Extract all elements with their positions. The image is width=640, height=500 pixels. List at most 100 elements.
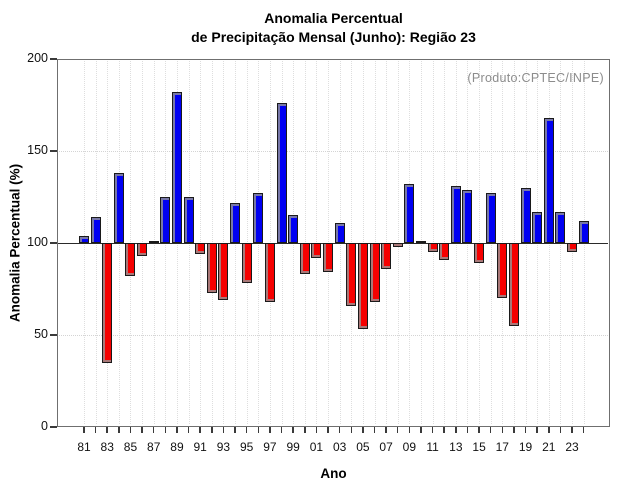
- x-tick: [141, 427, 143, 433]
- bar-82: [90, 217, 101, 243]
- x-tick-label: 05: [356, 440, 370, 454]
- bar-81: [79, 235, 89, 243]
- x-tick: [222, 427, 225, 433]
- y-tick-label: 100: [27, 235, 48, 249]
- x-tick: [501, 427, 504, 433]
- x-tick: [513, 427, 515, 433]
- bar-85: [125, 243, 136, 277]
- x-tick: [420, 427, 422, 433]
- bar-15: [474, 243, 485, 264]
- chart-title-line1: Anomalia Percentual: [264, 10, 403, 26]
- y-tick: [50, 426, 57, 428]
- x-tick-label: 81: [77, 440, 91, 454]
- x-tick-label: 95: [239, 440, 254, 454]
- x-tick: [129, 427, 132, 433]
- bar-17: [497, 243, 508, 299]
- x-tick-label: 19: [518, 440, 533, 454]
- bar-05: [357, 243, 368, 330]
- x-tick: [211, 427, 213, 433]
- bar-03: [334, 222, 345, 243]
- x-tick-label: 93: [216, 440, 231, 454]
- x-tick-label: 15: [472, 440, 486, 454]
- bar-07: [381, 243, 392, 269]
- x-tick: [245, 427, 248, 433]
- y-tick: [50, 334, 57, 336]
- gridline-horizontal: [59, 334, 608, 336]
- x-tick-label: 91: [193, 440, 207, 454]
- bar-84: [113, 173, 124, 243]
- bar-83: [102, 243, 113, 363]
- gridline-horizontal: [59, 150, 608, 152]
- x-tick: [478, 427, 480, 433]
- x-tick: [269, 427, 271, 433]
- x-tick: [292, 427, 294, 433]
- x-axis-label: Ano: [320, 466, 347, 481]
- x-tick-label: 97: [263, 440, 277, 454]
- x-tick: [489, 427, 492, 433]
- x-tick-label: 89: [170, 440, 184, 454]
- bar-01: [311, 243, 322, 258]
- x-tick: [536, 427, 538, 433]
- x-tick-label: 23: [565, 440, 579, 454]
- y-tick-label: 150: [27, 143, 48, 157]
- x-tick-label: 07: [379, 440, 393, 454]
- x-tick: [315, 427, 318, 433]
- x-tick-label: 03: [332, 440, 347, 454]
- bar-13: [450, 185, 461, 243]
- x-tick: [164, 427, 167, 433]
- bar-24: [578, 220, 589, 243]
- x-tick: [257, 427, 260, 433]
- x-tick: [466, 427, 469, 433]
- bar-22: [555, 211, 566, 243]
- bar-89: [171, 92, 182, 243]
- y-tick-label: 200: [27, 51, 48, 65]
- bar-16: [485, 193, 496, 243]
- x-tick: [234, 427, 236, 433]
- x-tick: [455, 427, 457, 433]
- bar-97: [264, 243, 275, 302]
- x-tick: [83, 427, 85, 433]
- bar-94: [230, 202, 241, 243]
- x-tick-label: 85: [123, 440, 138, 454]
- x-tick: [385, 427, 387, 433]
- y-tick: [50, 242, 57, 244]
- x-tick: [304, 427, 306, 433]
- x-tick: [373, 427, 376, 433]
- x-tick: [106, 427, 108, 433]
- bar-87: [148, 241, 159, 244]
- bar-04: [346, 243, 357, 306]
- bar-02: [323, 243, 334, 273]
- x-tick: [118, 427, 120, 433]
- y-tick-label: 0: [41, 419, 48, 433]
- x-tick: [280, 427, 283, 433]
- x-tick: [443, 427, 445, 433]
- source-annotation: (Produto:CPTEC/INPE): [467, 71, 604, 85]
- x-tick: [396, 427, 399, 433]
- y-tick: [50, 150, 57, 152]
- x-tick: [199, 427, 201, 433]
- x-tick-label: 87: [147, 440, 161, 454]
- bar-92: [206, 243, 217, 293]
- x-tick: [548, 427, 550, 433]
- bar-14: [462, 189, 473, 243]
- bar-23: [567, 243, 578, 253]
- bar-86: [137, 243, 148, 256]
- x-tick-label: 09: [402, 440, 417, 454]
- bar-08: [392, 243, 403, 247]
- x-tick: [338, 427, 341, 433]
- x-tick: [431, 427, 434, 433]
- x-tick-label: 13: [449, 440, 463, 454]
- bar-90: [183, 197, 194, 243]
- x-tick: [152, 427, 155, 433]
- bar-91: [195, 243, 206, 255]
- chart-title: Anomalia Percentual de Precipitação Mens…: [57, 9, 610, 47]
- x-tick: [350, 427, 352, 433]
- x-tick-label: 11: [426, 440, 439, 454]
- x-tick: [94, 427, 97, 433]
- chart-title-line2: de Precipitação Mensal (Junho): Região 2…: [191, 29, 476, 45]
- bar-00: [299, 243, 310, 275]
- x-tick: [582, 427, 585, 433]
- bar-18: [508, 243, 519, 326]
- x-tick: [176, 427, 178, 433]
